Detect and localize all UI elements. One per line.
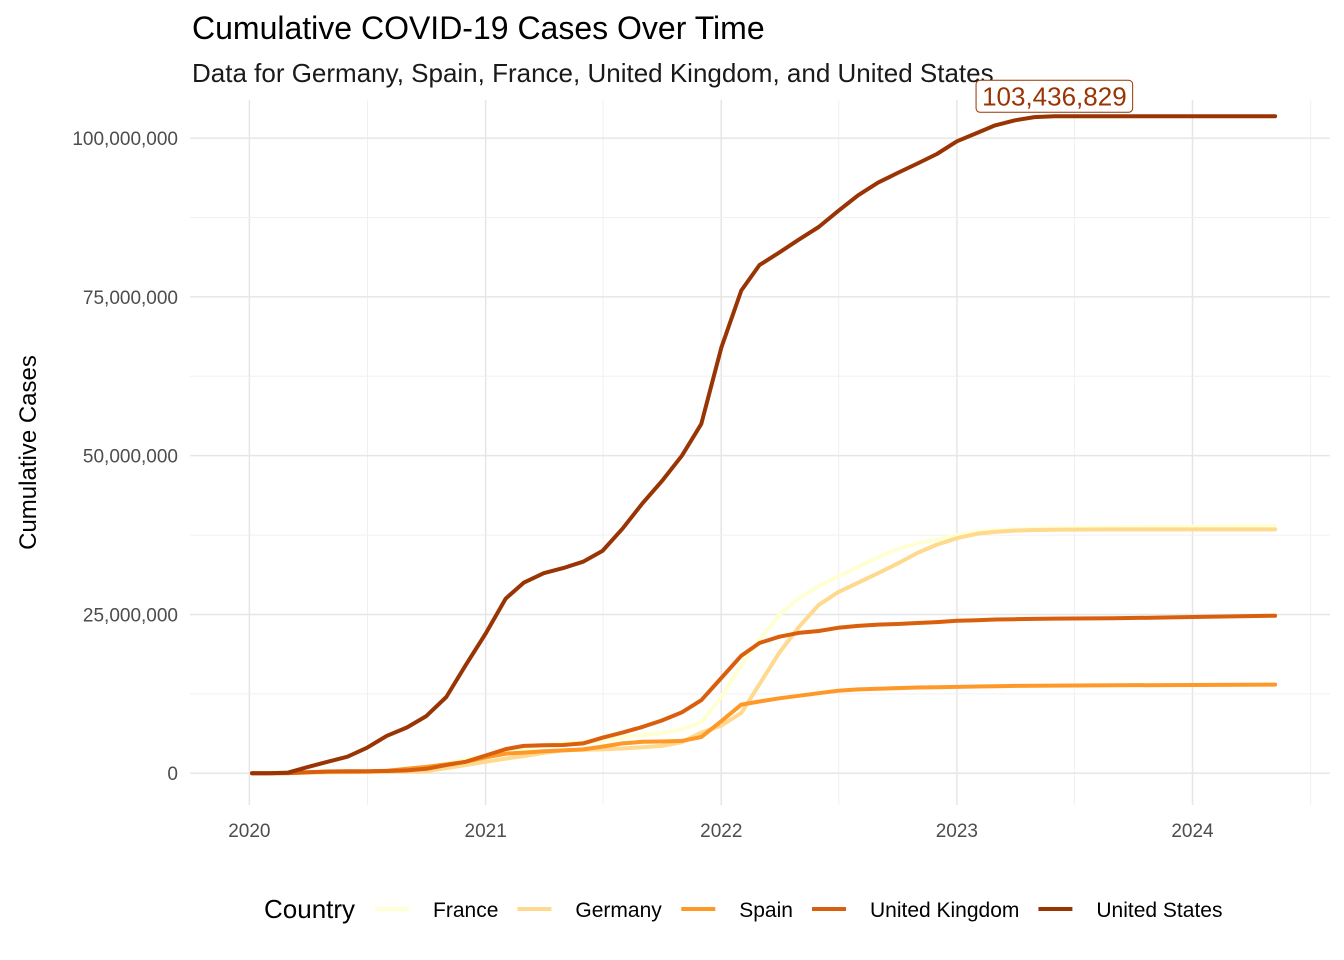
annotations: 103,436,829 <box>975 79 1134 113</box>
x-tick-label: 2024 <box>1171 821 1214 842</box>
series-line-germany <box>250 527 1278 776</box>
series-line-france <box>250 524 1278 776</box>
legend-label-france: France <box>433 899 498 922</box>
legend-title: Country <box>264 894 355 924</box>
y-tick-label: 50,000,000 <box>83 447 178 468</box>
legend-label-united-states: United States <box>1096 899 1222 922</box>
y-tick-label: 25,000,000 <box>83 605 178 626</box>
max-value-label-text: 103,436,829 <box>982 81 1127 111</box>
axes: 2020 2021 2022 2023 2024 0 25,000,000 50,000,00… <box>15 129 1214 842</box>
chart-title: Cumulative COVID-19 Cases Over Time <box>192 10 765 46</box>
y-axis-title: Cumulative Cases <box>15 355 42 550</box>
legend-label-germany: Germany <box>575 899 662 922</box>
legend-label-spain: Spain <box>739 899 793 922</box>
y-tick-label: 0 <box>167 764 178 785</box>
x-tick-label: 2021 <box>465 821 507 842</box>
x-tick-label: 2022 <box>700 821 742 842</box>
y-tick-label: 100,000,000 <box>72 129 178 150</box>
series-lines <box>250 114 1278 776</box>
series-line-united-states <box>250 114 1278 776</box>
chart-subtitle: Data for Germany, Spain, France, United … <box>192 58 994 88</box>
grid <box>190 100 1330 805</box>
x-tick-label: 2020 <box>228 821 270 842</box>
max-value-label: 103,436,829 <box>975 79 1134 113</box>
x-tick-label: 2023 <box>936 821 978 842</box>
legend-label-united-kingdom: United Kingdom <box>870 899 1019 922</box>
max-value-label-box <box>975 79 1134 113</box>
legend: Country France Germany Spain United Kingdom U… <box>264 894 1222 924</box>
y-tick-label: 75,000,000 <box>83 288 178 309</box>
series-line-united-kingdom <box>250 613 1278 776</box>
